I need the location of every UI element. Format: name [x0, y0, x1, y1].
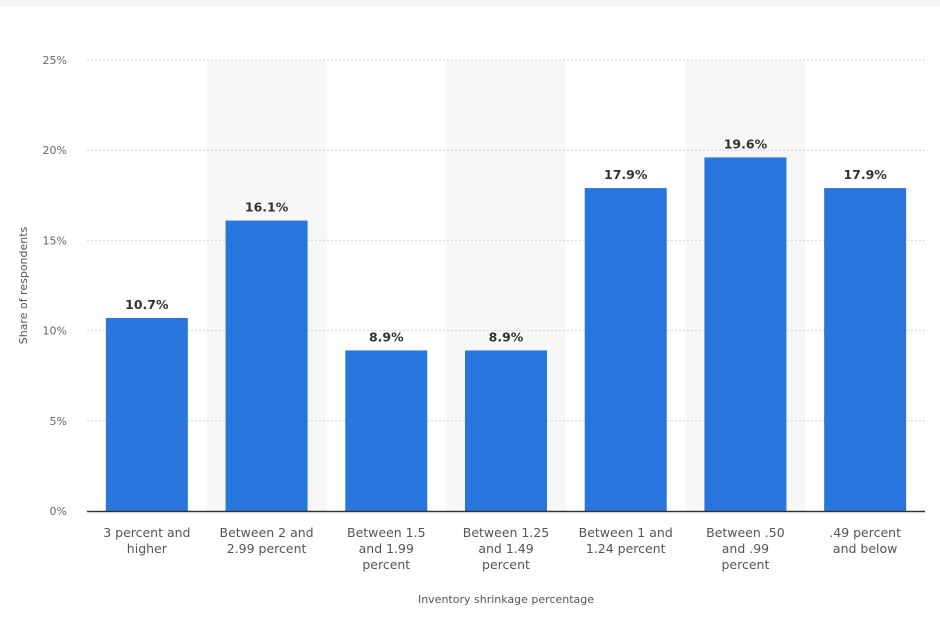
bar	[584, 188, 667, 512]
data-label: 19.6%	[724, 136, 768, 151]
bar	[105, 317, 188, 511]
x-tick-label: Between 2 and 2.99 percent	[220, 525, 314, 556]
y-tick-label: 10%	[43, 325, 67, 338]
x-tick-label: Between 1.5 and 1.99 percent	[347, 525, 426, 572]
x-tick-label: Between 1.25 and 1.49 percent	[463, 525, 550, 572]
x-tick-label: 3 percent and higher	[103, 525, 190, 556]
bar	[465, 350, 547, 511]
data-label: 8.9%	[369, 329, 404, 344]
y-tick-label: 0%	[50, 505, 67, 518]
x-tick-label: .49 percent and below	[829, 525, 901, 556]
bar	[824, 188, 907, 512]
top-strip	[0, 0, 940, 6]
bar	[704, 157, 787, 511]
y-tick-label: 20%	[43, 144, 67, 157]
data-label: 17.9%	[604, 167, 648, 182]
y-tick-label: 15%	[43, 234, 67, 247]
x-axis-title: Inventory shrinkage percentage	[418, 593, 594, 606]
data-label: 10.7%	[125, 297, 169, 312]
data-label: 17.9%	[843, 167, 887, 182]
y-tick-label: 5%	[50, 415, 67, 428]
data-label: 16.1%	[245, 200, 289, 215]
bar	[225, 220, 308, 511]
bar	[345, 350, 428, 511]
y-tick-label: 25%	[43, 54, 67, 67]
y-axis-title: Share of respondents	[17, 226, 30, 344]
x-tick-label: Between .50 and .99 percent	[706, 525, 785, 572]
x-tick-label: Between 1 and 1.24 percent	[579, 525, 673, 556]
data-label: 8.9%	[489, 329, 524, 344]
